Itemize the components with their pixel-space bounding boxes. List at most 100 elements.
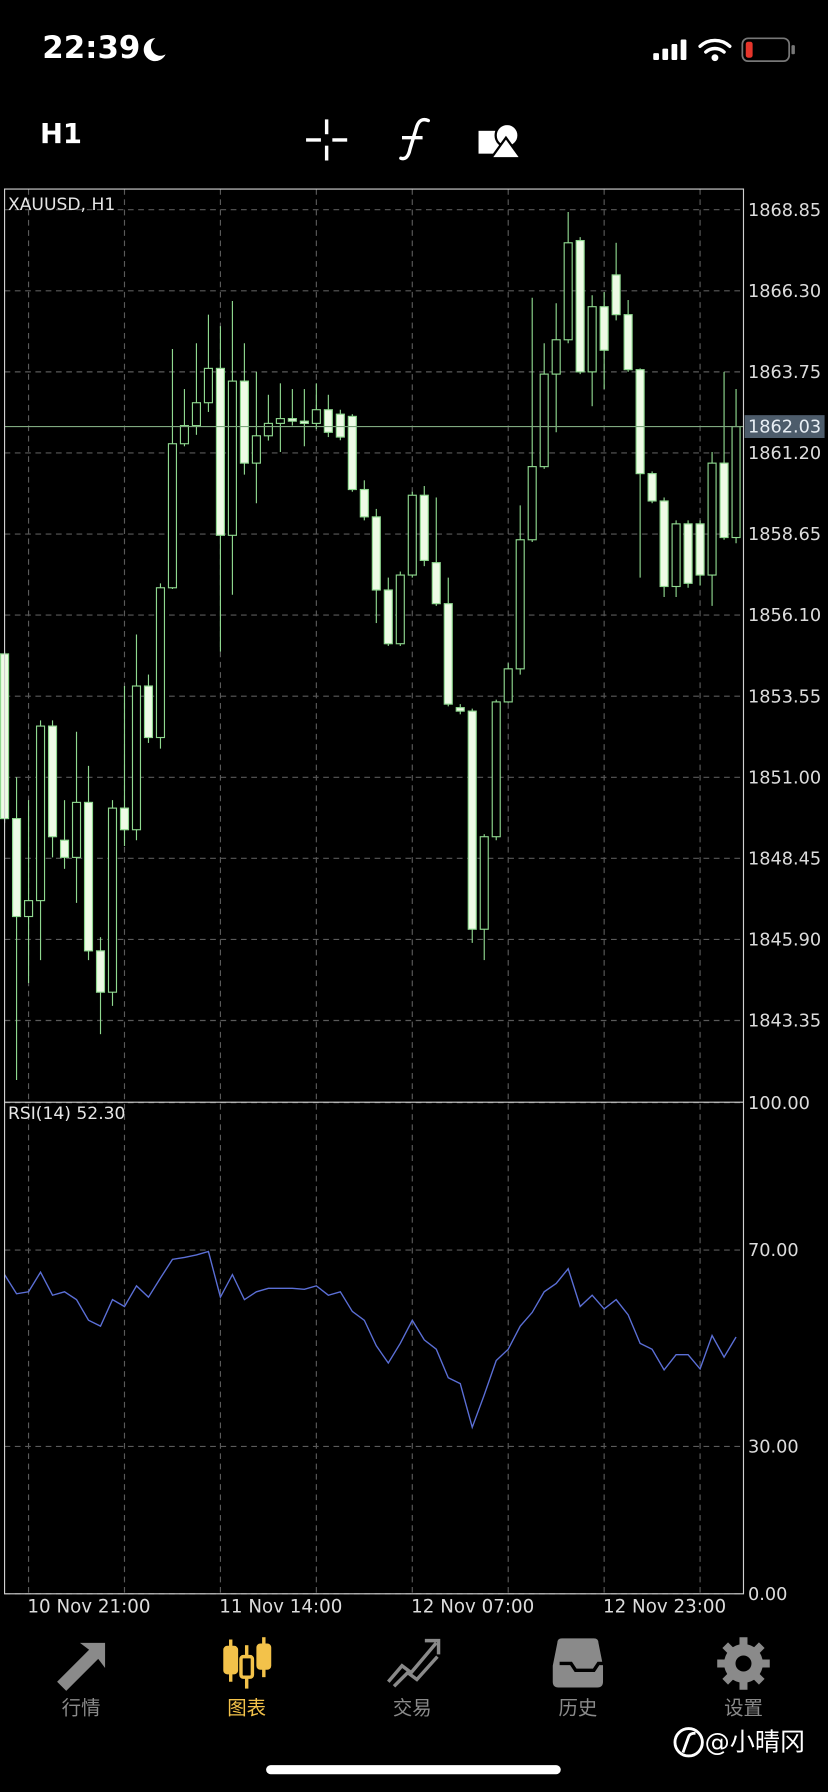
candle-body	[35, 725, 46, 902]
candle-body	[347, 415, 357, 491]
tab-label[interactable]: 行情	[62, 1697, 101, 1720]
candle-body	[467, 710, 477, 930]
candle-body	[515, 539, 525, 670]
candle-body	[707, 462, 717, 576]
candle-body	[299, 420, 309, 424]
candle-body	[359, 488, 369, 518]
candle-body	[131, 685, 142, 831]
candle-body	[179, 425, 190, 445]
candle-body	[455, 707, 465, 712]
candle-body	[491, 701, 501, 838]
candle-body	[599, 306, 609, 351]
y-tick-label: 1858.65	[748, 525, 821, 545]
candle-body	[167, 443, 178, 589]
y-tick-label: 100.00	[748, 1094, 810, 1114]
candle-body	[251, 435, 261, 464]
moon-icon	[143, 38, 166, 62]
candle-body	[311, 409, 321, 424]
candle-body	[95, 950, 106, 993]
candle-body	[623, 314, 633, 371]
rsi-line	[3, 1250, 737, 1430]
y-tick-label: 1866.30	[748, 282, 821, 302]
candle-body	[287, 418, 297, 422]
x-tick-label: 10 Nov 21:00	[27, 1597, 150, 1618]
y-tick-label: 1856.10	[748, 606, 821, 626]
tab-label[interactable]: 历史	[558, 1697, 597, 1720]
candle-body	[551, 339, 561, 375]
candle-body	[47, 725, 58, 838]
y-tick-label: 1845.90	[748, 931, 821, 951]
candle-body	[155, 587, 166, 739]
candle-body	[11, 818, 22, 918]
candle-body	[335, 413, 345, 438]
y-tick-label: 30.00	[748, 1438, 799, 1458]
y-tick-label: 0.00	[748, 1585, 787, 1605]
candle-body	[71, 801, 82, 858]
tab-icon-trade	[387, 1638, 441, 1688]
candle-body	[719, 462, 729, 539]
y-tick-label: 1868.85	[748, 201, 821, 221]
candle-body	[419, 494, 429, 561]
y-tick-label: 1853.55	[748, 687, 821, 707]
tab-icon-chart	[223, 1637, 272, 1689]
tab-icon-quotes	[57, 1642, 106, 1691]
timeframe[interactable]: H1	[40, 119, 82, 150]
candle-body	[683, 523, 693, 584]
candle-body	[107, 807, 118, 993]
candle-body	[443, 603, 453, 705]
y-tick-label: 70.00	[748, 1241, 799, 1261]
candle-body	[479, 836, 489, 930]
candle-body	[239, 380, 249, 464]
y-tick-label: 1861.20	[748, 444, 821, 464]
candle-body	[575, 239, 585, 373]
candle-body	[203, 367, 213, 404]
candle-body	[647, 473, 657, 502]
crosshair-button[interactable]	[306, 119, 348, 161]
candle-body	[23, 900, 34, 918]
battery-icon	[741, 37, 795, 63]
candle-body	[395, 574, 405, 645]
candle-body	[587, 306, 597, 373]
candle-body	[383, 589, 393, 645]
objects-button[interactable]	[478, 122, 524, 160]
indicator-title: RSI(14) 52.30	[8, 1104, 125, 1124]
candle-body	[671, 523, 681, 588]
candle-body	[407, 494, 417, 576]
y-tick-label: 1863.75	[748, 363, 821, 383]
candle-body	[539, 373, 549, 468]
candle-body	[695, 523, 705, 576]
candle-body	[83, 801, 94, 952]
candle-body	[215, 367, 225, 536]
candle-body	[119, 807, 130, 831]
tab-label[interactable]: 图表	[227, 1697, 266, 1720]
x-tick-label: 12 Nov 23:00	[603, 1597, 726, 1618]
chart-title: XAUUSD, H1	[8, 195, 115, 215]
y-tick-label: 1848.45	[748, 849, 821, 869]
watermark-logo	[673, 1727, 704, 1758]
indicator-button[interactable]	[399, 117, 430, 161]
candle-body	[263, 422, 273, 437]
candle-body	[143, 685, 154, 739]
candle-body	[431, 562, 441, 605]
tab-bar: 行情 图表 交易 历史 设置	[57, 1637, 770, 1720]
y-tick-label: 1851.00	[748, 768, 821, 788]
candle-body	[611, 274, 621, 316]
candle-body	[59, 839, 70, 858]
tab-label[interactable]: 设置	[724, 1697, 763, 1720]
x-tick-label: 12 Nov 07:00	[411, 1597, 534, 1618]
tab-label[interactable]: 交易	[393, 1697, 432, 1720]
candle-body	[323, 409, 333, 433]
current-price-tag	[744, 415, 825, 438]
candle-body	[635, 369, 645, 475]
watermark: @小晴冈	[705, 1727, 805, 1756]
candle-body	[371, 516, 381, 591]
status-time: 22:39	[42, 30, 140, 66]
candle-body	[275, 418, 285, 424]
y-tick-label: 1843.35	[748, 1012, 821, 1032]
tab-icon-history	[552, 1638, 610, 1688]
candle-body	[503, 668, 513, 703]
candle-body	[731, 425, 741, 539]
